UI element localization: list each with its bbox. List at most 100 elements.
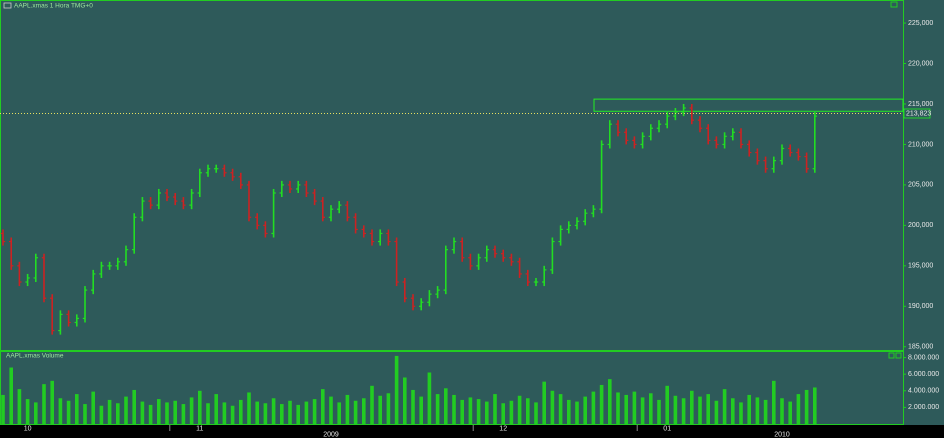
volume-bar	[722, 389, 727, 424]
volume-bar	[83, 404, 87, 424]
volume-bar	[17, 389, 22, 424]
volume-bar	[624, 394, 628, 424]
volume-bar	[370, 385, 374, 424]
volume-bar	[181, 404, 186, 424]
volume-bar	[780, 398, 784, 424]
x-tick-label: 10	[24, 425, 32, 432]
volume-bar	[427, 372, 432, 424]
volume-bar	[460, 399, 464, 424]
volume-bar	[198, 390, 202, 424]
volume-bar	[132, 389, 136, 424]
volume-bar	[542, 381, 546, 424]
volume-bar	[657, 399, 661, 424]
volume-bar	[280, 404, 284, 424]
year-label: 2010	[774, 431, 790, 438]
panel-button	[895, 352, 902, 359]
chart-title: AAPL.xmas 1 Hora TMG+0	[14, 3, 93, 10]
volume-bar	[66, 400, 71, 424]
volume-bar	[698, 396, 702, 424]
volume-bar	[772, 380, 776, 424]
volume-bar	[124, 396, 128, 424]
volume-bar	[501, 403, 505, 424]
volume-bar	[378, 395, 382, 424]
volume-bar	[714, 400, 719, 424]
year-label: 2009	[323, 431, 339, 438]
volume-bar	[1, 394, 5, 424]
volume-panel	[0, 351, 904, 425]
volume-bar	[263, 403, 268, 424]
volume-bar	[649, 393, 653, 424]
volume-bar	[321, 389, 325, 424]
volume-bar	[739, 402, 743, 424]
volume-bar	[755, 397, 760, 424]
y-tick-label: 195,000	[908, 263, 933, 270]
last-price-box	[903, 108, 931, 119]
volume-bar	[583, 396, 587, 424]
volume-bar	[747, 394, 751, 424]
volume-bar	[485, 401, 489, 424]
x-tick-label: 12	[499, 425, 507, 432]
volume-bar	[25, 399, 30, 424]
volume-bar	[788, 401, 792, 424]
volume-bar	[550, 390, 555, 424]
volume-bar	[796, 394, 801, 424]
volume-bar	[452, 394, 456, 424]
volume-bar	[75, 394, 79, 424]
y-tick-label: 4.000.000	[908, 388, 939, 395]
y-tick-label: 8.000.000	[908, 354, 939, 361]
volume-bar	[411, 389, 415, 424]
volume-bar	[403, 377, 407, 424]
y-tick-label: 190,000	[908, 303, 933, 310]
y-tick-label: 205,000	[908, 182, 933, 189]
volume-bar	[116, 403, 120, 424]
volume-bar	[608, 379, 612, 424]
volume-bar	[673, 395, 678, 424]
volume-bar	[173, 400, 177, 424]
volume-bar	[91, 391, 95, 424]
volume-bar	[706, 394, 710, 424]
volume-bar	[526, 398, 530, 424]
volume-bar	[345, 394, 350, 424]
volume-bar	[50, 380, 54, 424]
volume-bar	[558, 394, 563, 424]
volume-bar	[353, 400, 358, 424]
x-tick-label: 01	[663, 425, 671, 432]
volume-bar	[222, 402, 227, 424]
volume-bar	[362, 398, 366, 424]
symbol-icon	[3, 2, 12, 9]
volume-bar	[247, 392, 251, 424]
volume-bar	[230, 405, 235, 424]
volume-bar	[304, 401, 309, 424]
y-tick-label: 215,000	[908, 101, 933, 108]
volume-bar	[517, 395, 522, 424]
y-tick-label: 200,000	[908, 222, 933, 229]
volume-bar	[206, 403, 210, 424]
y-tick-label: 185,000	[908, 344, 933, 351]
y-tick-label: 210,000	[908, 141, 933, 148]
volume-bar	[140, 401, 145, 424]
volume-bar	[534, 402, 538, 424]
volume-title: AAPL.xmas Volume	[6, 353, 64, 360]
volume-bar	[255, 401, 259, 424]
volume-bar	[337, 402, 341, 424]
volume-bar	[157, 399, 161, 424]
volume-bar	[9, 367, 13, 424]
volume-bar	[419, 396, 423, 424]
volume-bar	[616, 392, 620, 424]
y-tick-label: 225,000	[908, 20, 933, 27]
volume-bar	[567, 399, 571, 424]
volume-bar	[591, 391, 596, 424]
volume-bar	[394, 355, 399, 424]
volume-bar	[493, 394, 497, 424]
price-zone	[593, 98, 904, 112]
y-tick-label: 220,000	[908, 60, 933, 67]
volume-bar	[731, 398, 735, 424]
volume-bar	[296, 404, 300, 424]
volume-bar	[575, 401, 579, 424]
volume-bar	[386, 393, 391, 424]
panel-button	[888, 352, 895, 359]
volume-bar	[288, 400, 292, 424]
volume-bar	[444, 388, 448, 424]
volume-bar	[165, 402, 169, 424]
y-tick-label: 2.000.000	[908, 404, 939, 411]
